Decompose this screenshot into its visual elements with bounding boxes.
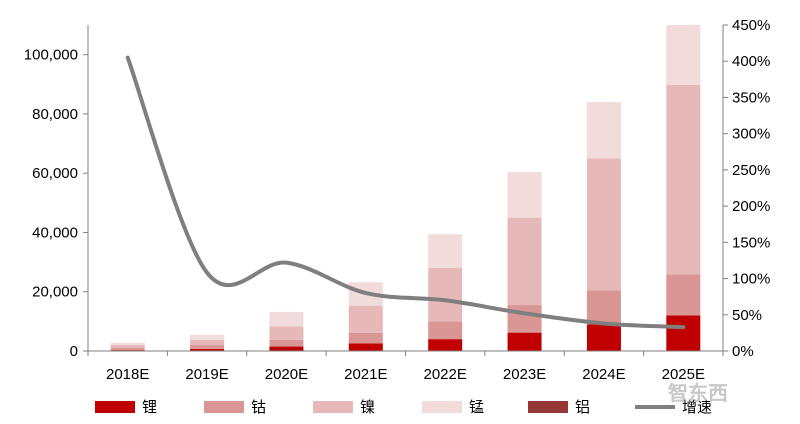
line-growth-rate bbox=[125, 55, 686, 330]
bar-锂-2020E bbox=[269, 346, 304, 351]
y-right-tick-label: 150% bbox=[732, 234, 770, 251]
x-tick-label: 2018E bbox=[106, 366, 149, 383]
y-right-tick-label: 250% bbox=[732, 162, 770, 179]
bar-钴-2019E bbox=[190, 345, 225, 349]
bar-镍-2021E bbox=[348, 305, 383, 333]
legend-swatch-铝 bbox=[528, 401, 568, 413]
bar-锂-2021E bbox=[348, 343, 383, 351]
x-tick-label: 2020E bbox=[265, 366, 308, 383]
legend-label-铝: 铝 bbox=[575, 398, 590, 416]
bar-镍-2022E bbox=[428, 268, 463, 322]
y-right-tick-label: 100% bbox=[732, 271, 770, 288]
legend: 锂 钴 镍 锰 铝 增速 bbox=[95, 398, 712, 416]
y-right-tick-label: 200% bbox=[732, 198, 770, 215]
y-left-tick-label: 0 bbox=[70, 343, 78, 360]
legend-label-锰: 锰 bbox=[469, 398, 484, 416]
y-right-tick-label: 400% bbox=[732, 53, 770, 70]
y-right-tick-label: 350% bbox=[732, 89, 770, 106]
legend-swatch-锰 bbox=[422, 401, 462, 413]
y-right-tick-label: 450% bbox=[732, 17, 770, 34]
y-left-tick-label: 40,000 bbox=[32, 224, 78, 241]
bar-锂-2023E bbox=[507, 332, 542, 351]
bar-锂-2022E bbox=[428, 339, 463, 351]
bar-锰-2023E bbox=[507, 172, 542, 218]
bar-镍-2023E bbox=[507, 217, 542, 306]
bar-钴-2018E bbox=[110, 348, 145, 351]
legend-swatch-镍 bbox=[313, 401, 353, 413]
legend-label-镍: 镍 bbox=[360, 398, 375, 416]
bar-镍-2020E bbox=[269, 326, 304, 340]
bar-锂-2024E bbox=[586, 324, 621, 351]
legend-swatch-锂 bbox=[95, 401, 135, 413]
bar-钴-2022E bbox=[428, 321, 463, 340]
watermark: 智东西 bbox=[668, 381, 728, 405]
bar-镍-2024E bbox=[586, 158, 621, 291]
legend-swatch-钴 bbox=[204, 401, 244, 413]
x-tick-label: 2023E bbox=[503, 366, 546, 383]
bar-锰-2020E bbox=[269, 311, 304, 327]
bars-group bbox=[110, 25, 701, 351]
bar-镍-2019E bbox=[190, 339, 225, 346]
y-left-tick-label: 60,000 bbox=[32, 165, 78, 182]
x-tick-label: 2021E bbox=[344, 366, 387, 383]
bar-锂-2019E bbox=[190, 348, 225, 351]
x-tick-label: 2025E bbox=[662, 366, 705, 383]
bar-锰-2022E bbox=[428, 234, 463, 269]
legend-label-锂: 锂 bbox=[142, 398, 157, 416]
x-tick-label: 2019E bbox=[185, 366, 228, 383]
y-right-tick-label: 0% bbox=[732, 343, 754, 360]
bar-锰-2019E bbox=[190, 334, 225, 340]
y-left-tick-label: 80,000 bbox=[32, 106, 78, 123]
growth-line-group bbox=[125, 55, 686, 330]
bar-钴-2024E bbox=[586, 290, 621, 325]
bar-钴-2021E bbox=[348, 332, 383, 344]
bar-锰-2018E bbox=[110, 342, 145, 346]
bar-钴-2020E bbox=[269, 339, 304, 347]
x-tick-label: 2024E bbox=[582, 366, 625, 383]
bar-锂-2025E bbox=[666, 315, 701, 351]
y-right-tick-label: 50% bbox=[732, 307, 762, 324]
x-tick-label: 2022E bbox=[424, 366, 467, 383]
bar-镍-2018E bbox=[110, 345, 145, 349]
legend-label-钴: 钴 bbox=[251, 398, 266, 416]
bar-锰-2024E bbox=[586, 102, 621, 159]
bar-镍-2025E bbox=[666, 84, 701, 275]
y-left-tick-label: 100,000 bbox=[24, 47, 78, 64]
legend-label-增速: 增速 bbox=[682, 398, 712, 416]
bar-钴-2023E bbox=[507, 305, 542, 333]
y-left-tick-label: 20,000 bbox=[32, 284, 78, 301]
bar-锰-2025E bbox=[666, 25, 701, 85]
y-right-tick-label: 300% bbox=[732, 126, 770, 143]
axes-group: 0 20,000 40,000 60,000 80,000 100,000 0% 50% 100… bbox=[24, 17, 771, 383]
bar-钴-2025E bbox=[666, 274, 701, 316]
